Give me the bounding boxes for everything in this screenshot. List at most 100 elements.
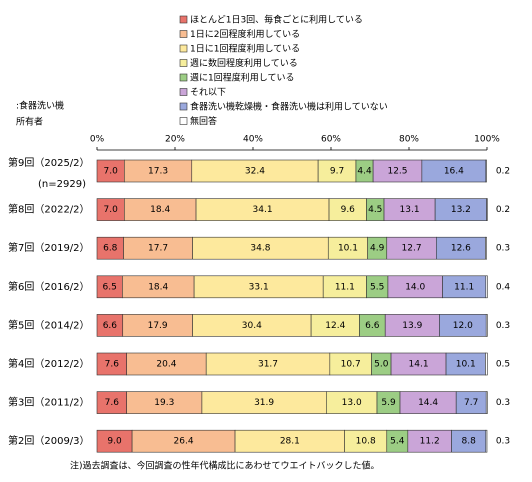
y-tick-label: 第6回（2016/2）: [8, 280, 90, 293]
value-label: 0.3: [496, 437, 510, 447]
legend-swatch: [179, 88, 188, 96]
value-label: 26.4: [174, 437, 194, 447]
sample-note: (n=2929): [38, 179, 86, 190]
y-tick-label: 第7回（2019/2）: [8, 241, 90, 254]
value-label: 18.4: [148, 282, 168, 292]
legend-label: 週に数回程度利用している: [190, 57, 298, 69]
value-label: 10.8: [356, 437, 376, 447]
value-label: 10.1: [338, 244, 358, 254]
value-label: 0.2: [496, 167, 510, 177]
y-tick-label: 第9回（2025/2）: [8, 156, 90, 169]
legend-swatch: [179, 102, 188, 111]
value-label: 31.9: [254, 398, 274, 408]
legend-label: それ以下: [190, 87, 226, 98]
x-tick-label: 20%: [165, 135, 185, 145]
value-label: 12.5: [387, 167, 407, 177]
value-label: 0.3: [496, 398, 510, 408]
value-label: 12.6: [451, 244, 471, 254]
x-tick-label: 0%: [90, 135, 105, 145]
legend-label: 食器洗い機乾燥機・食器洗い機は利用していない: [190, 101, 388, 113]
value-label: 33.1: [249, 282, 269, 292]
y-tick-label: 第8回（2022/2）: [8, 203, 90, 216]
value-label: 17.7: [148, 244, 168, 254]
value-label: 12.7: [402, 244, 422, 254]
value-label: 19.3: [154, 398, 174, 408]
legend-label: 1日に2回程度利用している: [190, 28, 300, 40]
legend-swatch: [179, 30, 188, 38]
y-tick-label: 第5回（2014/2）: [8, 318, 90, 331]
y-tick-label: 第4回（2012/2）: [8, 357, 90, 370]
bar-segment: [486, 198, 488, 221]
value-label: 14.1: [409, 360, 429, 370]
value-label: 0.2: [496, 205, 510, 215]
value-label: 11.2: [420, 437, 440, 447]
x-tick-label: 40%: [243, 135, 263, 145]
value-label: 13.0: [342, 398, 362, 408]
value-label: 7.0: [103, 205, 118, 215]
value-label: 17.3: [148, 167, 168, 177]
legend-swatch: [179, 117, 188, 125]
value-label: 18.4: [150, 205, 170, 215]
value-label: 6.5: [103, 282, 117, 292]
value-label: 0.3: [496, 244, 510, 254]
value-label: 4.5: [368, 205, 382, 215]
value-label: 20.4: [156, 360, 176, 370]
value-label: 7.7: [464, 398, 478, 408]
value-label: 6.6: [365, 321, 380, 331]
legend-label: ほとんど1日3回、毎食ごとに利用している: [190, 14, 363, 26]
value-label: 0.4: [496, 282, 511, 292]
value-label: 8.8: [462, 437, 477, 447]
value-label: 4.4: [357, 167, 372, 177]
bar-segment: [485, 429, 488, 453]
x-tick-label: 60%: [321, 135, 341, 145]
legend-label: 週に1回程度利用している: [190, 72, 294, 84]
legend-swatch: [179, 15, 188, 24]
value-label: 0.5: [496, 360, 510, 370]
value-label: 16.4: [444, 167, 464, 177]
footnote: 注)過去調査は、今回調査の性年代構成比にあわせてウエイトバックした値。: [70, 460, 380, 472]
legend-swatch: [179, 59, 188, 67]
bar-segment: [485, 275, 488, 299]
value-label: 5.4: [390, 437, 405, 447]
value-label: 12.0: [453, 321, 473, 331]
value-label: 4.9: [370, 244, 385, 254]
value-label: 7.6: [105, 360, 120, 370]
legend-swatch: [179, 44, 188, 53]
y-tick-label: 第2回（2009/3）: [8, 434, 90, 447]
value-label: 7.0: [103, 167, 118, 177]
value-label: 9.0: [107, 437, 122, 447]
value-label: 17.9: [148, 321, 168, 331]
value-label: 34.8: [250, 244, 270, 254]
value-label: 10.7: [341, 360, 361, 370]
value-label: 13.1: [400, 205, 420, 215]
value-label: 34.1: [253, 205, 273, 215]
bar-segment: [485, 236, 487, 260]
y-tick-label: 第3回（2011/2）: [8, 396, 90, 409]
value-label: 9.6: [341, 205, 356, 215]
value-label: 9.7: [330, 167, 344, 177]
value-label: 11.1: [335, 282, 355, 292]
value-label: 28.1: [280, 437, 300, 447]
value-label: 10.1: [456, 360, 476, 370]
value-label: 5.0: [374, 360, 389, 370]
value-label: 30.4: [242, 321, 262, 331]
value-label: 11.1: [454, 282, 474, 292]
value-label: 6.6: [103, 321, 118, 331]
value-label: 0.3: [496, 321, 510, 331]
value-label: 13.9: [402, 321, 422, 331]
axis-note: 所有者: [16, 116, 43, 128]
legend-label: 無回答: [190, 115, 217, 127]
value-label: 13.2: [451, 205, 471, 215]
value-label: 12.4: [325, 321, 345, 331]
bar-segment: [485, 391, 488, 414]
value-label: 6.8: [103, 244, 118, 254]
value-label: 5.5: [370, 282, 384, 292]
bar-segment: [485, 352, 488, 376]
value-label: 14.4: [418, 398, 438, 408]
bar-segment: [485, 159, 487, 183]
axis-note: :食器洗い機: [16, 100, 64, 112]
value-label: 32.4: [245, 167, 265, 177]
x-tick-label: 100%: [474, 135, 500, 145]
value-label: 14.0: [405, 282, 425, 292]
